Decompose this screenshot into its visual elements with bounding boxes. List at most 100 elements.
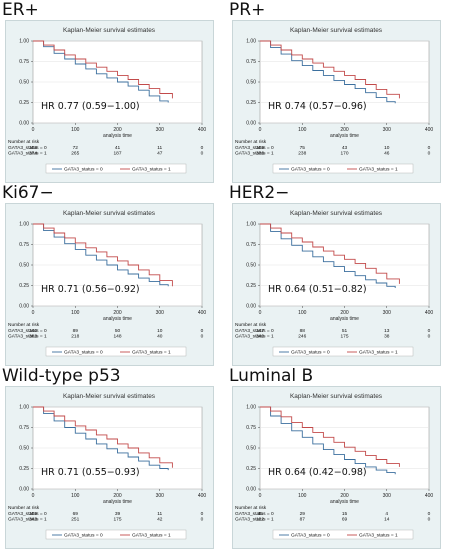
- risk-value: 251: [71, 517, 79, 523]
- y-tick-label: 0.25: [19, 466, 29, 472]
- y-tick-label: 0.75: [246, 425, 256, 431]
- x-axis-label: analysis time: [330, 499, 359, 505]
- risk-table-header: Number at risk: [8, 139, 40, 145]
- risk-value: 175: [113, 517, 121, 523]
- risk-value: 40: [157, 334, 163, 340]
- x-axis-label: analysis time: [330, 133, 359, 139]
- y-tick-label: 0.75: [19, 242, 29, 248]
- risk-value: 29: [300, 511, 306, 517]
- km-chart: Kaplan-Meier survival estimates 0.00 0.25 0…: [235, 27, 434, 174]
- km-panel: Wild-type p53 Kaplan-Meier survival estim…: [0, 366, 222, 549]
- x-tick-label: 100: [298, 127, 307, 133]
- hazard-ratio-annotation: HR 0.64 (0.42−0.98): [268, 467, 367, 478]
- x-tick-label: 400: [425, 127, 434, 133]
- legend-label: GATA3_status = 1: [132, 533, 171, 539]
- x-tick-label: 300: [383, 127, 392, 133]
- risk-value: 109: [256, 145, 264, 151]
- survival-curve: [260, 406, 396, 475]
- x-tick-label: 0: [259, 310, 262, 316]
- survival-curve: [33, 406, 169, 471]
- x-tick-label: 0: [259, 493, 262, 499]
- risk-value: 0: [428, 334, 431, 340]
- risk-value: 50: [115, 328, 121, 334]
- x-tick-label: 200: [113, 127, 122, 133]
- risk-value: 45: [257, 511, 263, 517]
- y-tick-label: 0.00: [19, 121, 29, 127]
- km-panel: ER+ Kaplan-Meier survival estimates 0.00 0.…: [0, 0, 222, 183]
- x-tick-label: 100: [71, 310, 80, 316]
- risk-value: 303: [29, 334, 37, 340]
- legend-label: GATA3_status = 1: [359, 533, 398, 539]
- y-tick-label: 0.75: [19, 59, 29, 65]
- x-axis-label: analysis time: [330, 316, 359, 322]
- risk-value: 0: [201, 334, 204, 340]
- risk-value: 0: [201, 511, 204, 517]
- risk-value: 42: [157, 517, 163, 523]
- plot-title: Kaplan-Meier survival estimates: [63, 393, 156, 400]
- risk-row-label: GATA3_status = 1: [235, 517, 274, 523]
- y-tick-label: 0.50: [19, 80, 29, 86]
- x-tick-label: 400: [198, 127, 207, 133]
- risk-value: 4: [385, 511, 388, 517]
- x-tick-label: 300: [156, 310, 165, 316]
- survival-curve: [33, 40, 169, 103]
- y-tick-label: 0.00: [246, 121, 256, 127]
- km-chart: Kaplan-Meier survival estimates 0.00 0.25 0…: [235, 393, 433, 540]
- legend-box: [45, 163, 187, 174]
- risk-value: 0: [428, 151, 431, 157]
- x-tick-label: 300: [156, 493, 165, 499]
- risk-value: 87: [300, 517, 306, 523]
- y-tick-label: 0.50: [246, 446, 256, 452]
- risk-value: 343: [29, 517, 37, 523]
- risk-value: 265: [71, 151, 79, 157]
- x-tick-label: 0: [32, 127, 35, 133]
- risk-value: 11: [157, 145, 162, 151]
- survival-curve: [260, 223, 400, 284]
- legend-label: GATA3_status = 1: [359, 350, 398, 356]
- risk-value: 374: [29, 151, 37, 157]
- y-tick-label: 0.75: [246, 242, 256, 248]
- risk-value: 11: [157, 511, 162, 517]
- risk-value: 147: [256, 328, 264, 334]
- risk-value: 38: [384, 334, 390, 340]
- plot-frame: Kaplan-Meier survival estimates 0.00 0.25 0…: [5, 203, 214, 366]
- risk-table-header: Number at risk: [235, 322, 267, 328]
- risk-value: 0: [428, 328, 431, 334]
- y-tick-label: 0.00: [19, 487, 29, 493]
- plot-title: Kaplan-Meier survival estimates: [290, 393, 383, 400]
- panel-label: PR+: [229, 0, 266, 20]
- legend-label: GATA3_status = 0: [64, 533, 103, 539]
- y-tick-label: 0.25: [246, 283, 256, 289]
- risk-value: 43: [342, 145, 348, 151]
- legend-label: GATA3_status = 1: [132, 350, 171, 356]
- y-tick-label: 1.00: [246, 39, 256, 45]
- risk-value: 72: [73, 145, 79, 151]
- risk-value: 14: [384, 517, 390, 523]
- legend-box: [45, 346, 187, 357]
- risk-value: 10: [157, 328, 163, 334]
- panel-label: ER+: [2, 0, 39, 20]
- plot-frame: Kaplan-Meier survival estimates 0.00 0.25 0…: [232, 20, 441, 183]
- risk-value: 170: [340, 151, 348, 157]
- plot-frame: Kaplan-Meier survival estimates 0.00 0.25 0…: [5, 20, 214, 183]
- x-axis-label: analysis time: [103, 499, 132, 505]
- y-tick-label: 0.50: [246, 80, 256, 86]
- panel-label: Wild-type p53: [2, 366, 121, 386]
- hazard-ratio-annotation: HR 0.77 (0.59−1.00): [41, 101, 140, 112]
- risk-value: 218: [71, 334, 79, 340]
- panel-label: Ki67−: [2, 183, 54, 203]
- risk-value: 46: [384, 151, 390, 157]
- risk-value: 13: [384, 328, 390, 334]
- y-tick-label: 0.25: [246, 466, 256, 472]
- risk-value: 0: [201, 328, 204, 334]
- hazard-ratio-annotation: HR 0.71 (0.55−0.93): [41, 467, 140, 478]
- risk-value: 148: [113, 334, 121, 340]
- km-panel: PR+ Kaplan-Meier survival estimates 0.00 0.…: [227, 0, 449, 183]
- hazard-ratio-annotation: HR 0.74 (0.57−0.96): [268, 101, 367, 112]
- x-tick-label: 100: [298, 310, 307, 316]
- legend-label: GATA3_status = 0: [291, 350, 330, 356]
- risk-value: 89: [73, 328, 79, 334]
- risk-row-label: GATA3_status = 0: [235, 328, 274, 334]
- x-tick-label: 200: [113, 493, 122, 499]
- risk-table-header: Number at risk: [8, 505, 40, 511]
